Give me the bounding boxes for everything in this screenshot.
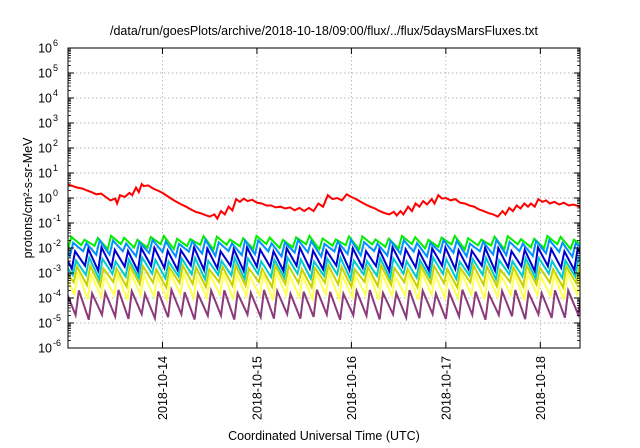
y-tick-label: 10 <box>38 92 52 106</box>
x-axis: 2018-10-14 2018-10-15 2018-10-16 2018-10-17… <box>156 48 548 420</box>
y-axis-label: protons/cm²-s-sr-MeV <box>21 137 35 259</box>
y-tick-label: 10 <box>38 342 52 356</box>
y-tick-exponent: -6 <box>53 338 61 348</box>
x-tick-label: 2018-10-17 <box>439 356 453 420</box>
y-tick-exponent: 2 <box>53 138 58 148</box>
series-line <box>68 285 580 323</box>
y-tick-label: 10 <box>38 117 52 131</box>
y-tick-label: 10 <box>38 67 52 81</box>
chart-title: /data/run/goesPlots/archive/2018-10-18/0… <box>110 24 539 38</box>
y-tick-exponent: -2 <box>53 238 61 248</box>
x-tick-label: 2018-10-18 <box>534 356 548 420</box>
x-tick-label: 2018-10-15 <box>250 356 264 420</box>
y-tick-label: 10 <box>38 142 52 156</box>
series-line <box>68 254 580 283</box>
y-tick-exponent: 6 <box>53 38 58 48</box>
y-tick-exponent: -4 <box>53 288 61 298</box>
y-tick-label: 10 <box>38 167 52 181</box>
y-tick-label: 10 <box>38 192 52 206</box>
y-tick-exponent: -3 <box>53 263 61 273</box>
series-line <box>68 182 580 221</box>
y-tick-exponent: 4 <box>53 88 58 98</box>
y-tick-exponent: 5 <box>53 63 58 73</box>
y-tick-label: 10 <box>38 267 52 281</box>
y-tick-label: 10 <box>38 42 52 56</box>
series-line <box>68 244 580 275</box>
y-tick-label: 10 <box>38 292 52 306</box>
y-tick-label: 10 <box>38 217 52 231</box>
y-tick-exponent: 3 <box>53 113 58 123</box>
y-axis: 10 -610 -510 -410 -310 -210 -110 010 110 210 310 41… <box>38 38 580 356</box>
series-line <box>68 237 580 260</box>
x-tick-label: 2018-10-16 <box>345 356 359 420</box>
series-line <box>68 262 580 291</box>
x-axis-label: Coordinated Universal Time (UTC) <box>228 429 420 443</box>
grid <box>68 48 580 348</box>
x-tick-label: 2018-10-14 <box>156 356 170 420</box>
y-tick-exponent: -5 <box>53 313 61 323</box>
series-line <box>68 268 580 304</box>
y-tick-exponent: -1 <box>53 213 61 223</box>
y-tick-label: 10 <box>38 317 52 331</box>
y-tick-exponent: 0 <box>53 188 58 198</box>
y-tick-exponent: 1 <box>53 163 58 173</box>
y-tick-label: 10 <box>38 242 52 256</box>
series-group <box>68 182 580 323</box>
